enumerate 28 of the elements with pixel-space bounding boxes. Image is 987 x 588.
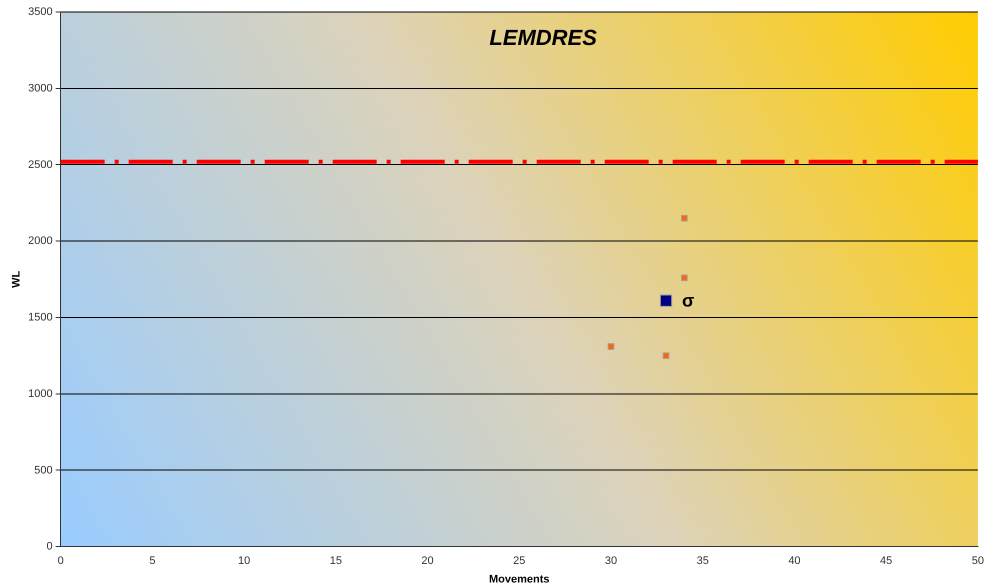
point [662,352,670,359]
x-tick-label: 25 [513,555,526,568]
y-tick-label: 2000 [28,235,53,248]
x-tick-label: 5 [149,555,156,568]
x-tick-label: 50 [972,555,984,568]
point [681,274,688,282]
text: LEMDRES [489,25,598,50]
y-tick-label: 0 [46,540,53,553]
y-tick-label: 2500 [28,158,53,171]
x-tick-label: 40 [788,555,801,568]
y-tick-label: 3000 [28,82,53,94]
y-tick-label: 1500 [28,312,53,324]
x-axis-title: Movements [489,573,550,586]
annotation: σ [682,290,694,311]
x-tick-label: 20 [421,555,434,568]
point [681,214,688,222]
y-axis-title: WL [10,270,23,288]
x-tick-label: 30 [604,555,618,568]
y-tick-label: 500 [34,464,53,476]
y-tick-label: 1000 [28,388,53,400]
x-tick-label: 0 [58,555,64,568]
x-tick-label: 15 [330,555,342,568]
x-tick-label: 35 [696,555,709,568]
x-tick-label: 45 [880,555,892,568]
y-tick-label: 3500 [28,6,53,18]
point [608,343,614,350]
point [660,294,672,307]
x-tick-label: 10 [238,555,250,568]
